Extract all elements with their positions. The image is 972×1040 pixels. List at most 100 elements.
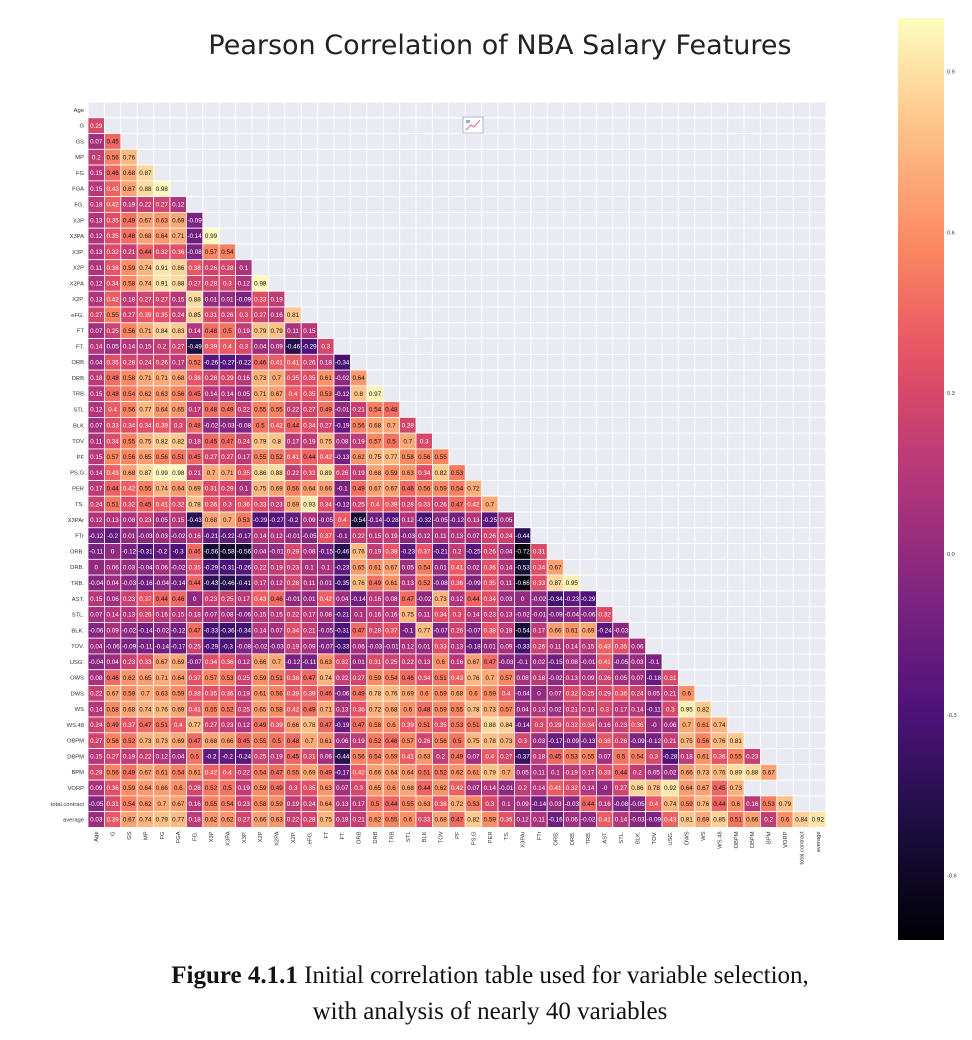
cell-value-label: -0.14 [155,643,170,650]
cell-value-label: -0.05 [302,533,317,540]
cell-value-label: -0.3 [222,643,233,650]
column-label: X2P. [291,831,297,843]
cell-value-label: 0.77 [172,817,185,824]
cell-value-label: 0.6 [403,817,412,824]
cell-value-label: 0.87 [139,170,152,177]
cell-value-label: 0.76 [467,675,480,682]
cell-value-label: 0.63 [320,785,333,792]
cell-value-label: 0.19 [123,754,136,761]
cell-value-label: 0.3 [239,312,248,319]
cell-value-label: 0.38 [287,675,300,682]
cell-value-label: 0.56 [123,328,136,335]
cell-value-label: 0.2 [157,344,166,351]
cell-value-label: 0.06 [336,738,349,745]
cell-value-label: 0.89 [730,769,743,776]
cell-value-label: 0.85 [713,817,726,824]
cell-value-label: 0.79 [254,328,267,335]
cell-value-label: 0.26 [533,643,546,650]
cell-value-label: 0.12 [402,517,415,524]
cell-value-label: 0.26 [221,312,234,319]
cell-value-label: 0.37 [123,722,136,729]
cell-value-label: 0.49 [320,769,333,776]
cell-value-label: 0.46 [188,549,201,556]
cell-value-label: 0.48 [106,375,119,382]
column-label: BLK. [635,831,641,844]
cell-value-label: 0.55 [402,801,415,808]
cell-value-label: 0.23 [238,801,251,808]
cell-value-label: 0.71 [221,470,234,477]
cell-value-label: 0.17 [582,769,595,776]
cell-value-label: 0.08 [90,675,103,682]
cell-value-label: 0.64 [402,769,415,776]
colorbar-tick-label: 0.3 [947,391,955,397]
cell-value-label: -0.04 [138,564,153,571]
cell-value-label: 0.13 [336,801,349,808]
cell-value-label: 0.19 [385,533,398,540]
cell-value-label: 0.53 [762,801,775,808]
cell-value-label: 0.24 [631,691,644,698]
cell-value-label: 0.38 [385,549,398,556]
cell-value-label: 0.51 [418,722,431,729]
cell-value-label: -0.07 [187,659,202,666]
cell-value-label: 0.44 [713,801,726,808]
cell-value-label: -0.34 [548,596,563,603]
cell-value-label: -0.66 [515,580,530,587]
row-label: X2P. [72,297,84,303]
cell-value-label: 0.27 [320,422,333,429]
cell-value-label: -0.13 [581,738,596,745]
cell-value-label: 0.67 [762,769,775,776]
cell-value-label: 0.64 [680,785,693,792]
cell-value-label: 0.79 [254,438,267,445]
cell-value-label: 0.36 [352,706,365,713]
cell-value-label: 0.48 [418,706,431,713]
cell-value-label: 0.22 [238,407,251,414]
cell-value-label: 0.42 [352,769,365,776]
cell-value-label: 0.68 [123,706,136,713]
cell-value-label: 0.19 [238,691,251,698]
column-label: FG [160,831,166,840]
cell-value-label: 0.43 [451,675,464,682]
column-label: PF [455,831,461,839]
cell-value-label: 0.16 [238,375,251,382]
cell-value-label: 0.35 [484,580,497,587]
cell-value-label: 0.4 [223,344,232,351]
cell-value-label: 0.66 [254,659,267,666]
cell-value-label: 0.44 [418,785,431,792]
cell-value-label: 0.41 [270,359,283,366]
cell-value-label: 0.3 [174,422,183,429]
column-label: DRB. [570,831,576,845]
cell-value-label: -0.3 [173,549,184,556]
cell-value-label: 0.29 [598,691,611,698]
cell-value-label: -0.12 [647,738,662,745]
cell-value-label: -0.03 [138,533,153,540]
cell-value-label: 0.75 [320,817,333,824]
cell-value-label: 0.23 [746,754,759,761]
cell-value-label: 0.88 [188,296,201,303]
cell-value-label: 0.07 [598,754,611,761]
cell-value-label: -0 [602,785,608,792]
cell-value-label: 0.15 [139,344,152,351]
row-label: OWS [70,676,84,682]
cell-value-label: -0.12 [335,501,350,508]
column-label: WS.48 [717,831,723,848]
cell-value-label: 0.54 [172,769,185,776]
row-label: average [63,818,84,824]
cell-value-label: -0.09 [565,738,580,745]
cell-value-label: 0.46 [270,596,283,603]
cell-value-label: 0.07 [90,422,103,429]
cell-value-label: 0.04 [106,580,119,587]
cell-value-label: 0.53 [221,675,234,682]
cell-value-label: 0.35 [106,359,119,366]
cell-value-label: 0.58 [123,281,136,288]
cell-value-label: 0.23 [270,501,283,508]
cell-value-label: 0.23 [123,596,136,603]
cell-value-label: 0.19 [287,643,300,650]
cell-value-label: 0.46 [106,170,119,177]
cell-value-label: -0.02 [155,627,170,634]
expand-image-icon[interactable] [462,116,484,134]
cell-value-label: 0.09 [516,801,529,808]
column-label: eFG. [307,831,313,844]
cell-value-label: 0.39 [385,501,398,508]
cell-value-label: 0.47 [270,769,283,776]
cell-value-label: 0.56 [352,422,365,429]
